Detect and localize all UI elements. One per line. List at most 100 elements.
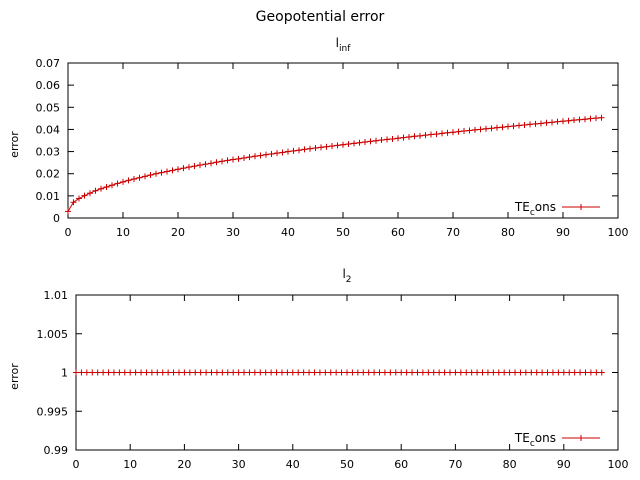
data-point [103, 184, 110, 190]
data-point [252, 153, 258, 160]
data-point [398, 369, 405, 376]
chart-title-2-base: l [342, 267, 345, 281]
data-point [455, 128, 462, 135]
data-point [345, 141, 352, 148]
legend-label-suffix: ons [535, 200, 556, 214]
data-point [318, 144, 324, 151]
legend-label: TEcons [514, 431, 556, 449]
data-point [89, 369, 96, 376]
data-point [191, 163, 198, 170]
data-point [587, 115, 594, 122]
y-tick-label: 0.04 [36, 123, 61, 136]
data-point [403, 369, 410, 376]
data-point [506, 369, 513, 376]
data-point [338, 369, 345, 376]
data-point [543, 119, 550, 126]
data-point [213, 159, 220, 166]
data-point [219, 158, 225, 165]
chart-title-2-subscript: 2 [346, 275, 352, 285]
data-point [289, 369, 296, 376]
data-point [466, 127, 473, 134]
data-point [246, 369, 253, 376]
legend-label-base: TE [514, 431, 530, 445]
data-point [268, 151, 275, 158]
data-point [278, 369, 285, 376]
x-tick-label: 100 [608, 226, 629, 239]
data-point [142, 173, 148, 180]
data-point [430, 369, 437, 376]
data-point [483, 125, 489, 132]
data-point [598, 114, 605, 121]
legend-label-base: TE [514, 200, 530, 214]
data-point [131, 176, 137, 183]
data-point [384, 136, 390, 143]
y-axis-label: error [8, 363, 21, 390]
data-point [306, 369, 313, 376]
data-point [290, 147, 297, 154]
y-axis-label: error [8, 131, 21, 158]
x-tick-label: 40 [286, 458, 300, 471]
x-tick-label: 60 [394, 458, 408, 471]
data-point [197, 369, 204, 376]
data-point [334, 142, 341, 149]
data-point [208, 160, 214, 167]
plot-frame-1 [67, 62, 619, 219]
data-point [349, 369, 356, 376]
x-tick-label: 20 [177, 458, 191, 471]
data-point [329, 143, 335, 150]
data-point [360, 369, 367, 376]
data-point [400, 134, 407, 141]
data-point [181, 369, 188, 376]
data-point [381, 369, 388, 376]
data-point [105, 369, 112, 376]
data-point [81, 192, 88, 199]
data-point [153, 170, 159, 177]
data-point [110, 369, 117, 376]
x-tick-label: 80 [501, 226, 515, 239]
y-tick-label: 0.06 [36, 79, 61, 92]
data-point [452, 369, 459, 376]
data-point [517, 369, 524, 376]
data-point [170, 369, 177, 376]
data-point [257, 152, 264, 159]
x-tick-label: 50 [340, 458, 354, 471]
data-point [268, 369, 275, 376]
data-point [159, 369, 166, 376]
data-point [323, 143, 330, 150]
data-point [450, 129, 456, 136]
data-point [463, 369, 470, 376]
data-point [300, 369, 307, 376]
data-point [65, 208, 71, 215]
data-point [499, 124, 506, 131]
data-point [533, 369, 540, 376]
data-point [351, 140, 357, 147]
data-point [371, 369, 378, 376]
data-point [186, 164, 192, 171]
data-point [92, 187, 99, 194]
data-point [490, 369, 497, 376]
data-point [125, 177, 132, 184]
data-point [392, 369, 399, 376]
legend-label-suffix: ons [535, 431, 556, 445]
data-point [203, 369, 210, 376]
data-point [241, 154, 247, 161]
data-point [376, 369, 383, 376]
y-tick-label: 1.005 [37, 328, 69, 341]
data-point [395, 135, 401, 142]
data-point [436, 369, 443, 376]
data-point [87, 190, 93, 197]
data-point [327, 369, 334, 376]
x-tick-label: 70 [446, 226, 460, 239]
data-point [461, 127, 467, 134]
data-point [365, 369, 372, 376]
data-point [235, 155, 242, 162]
data-point [417, 132, 423, 139]
data-point [528, 369, 535, 376]
data-point [109, 182, 115, 189]
data-point [593, 369, 600, 376]
data-point [296, 147, 302, 154]
data-point [230, 369, 237, 376]
y-tick-label: 0 [53, 212, 60, 225]
x-tick-label: 90 [557, 458, 571, 471]
data-point [598, 369, 605, 376]
